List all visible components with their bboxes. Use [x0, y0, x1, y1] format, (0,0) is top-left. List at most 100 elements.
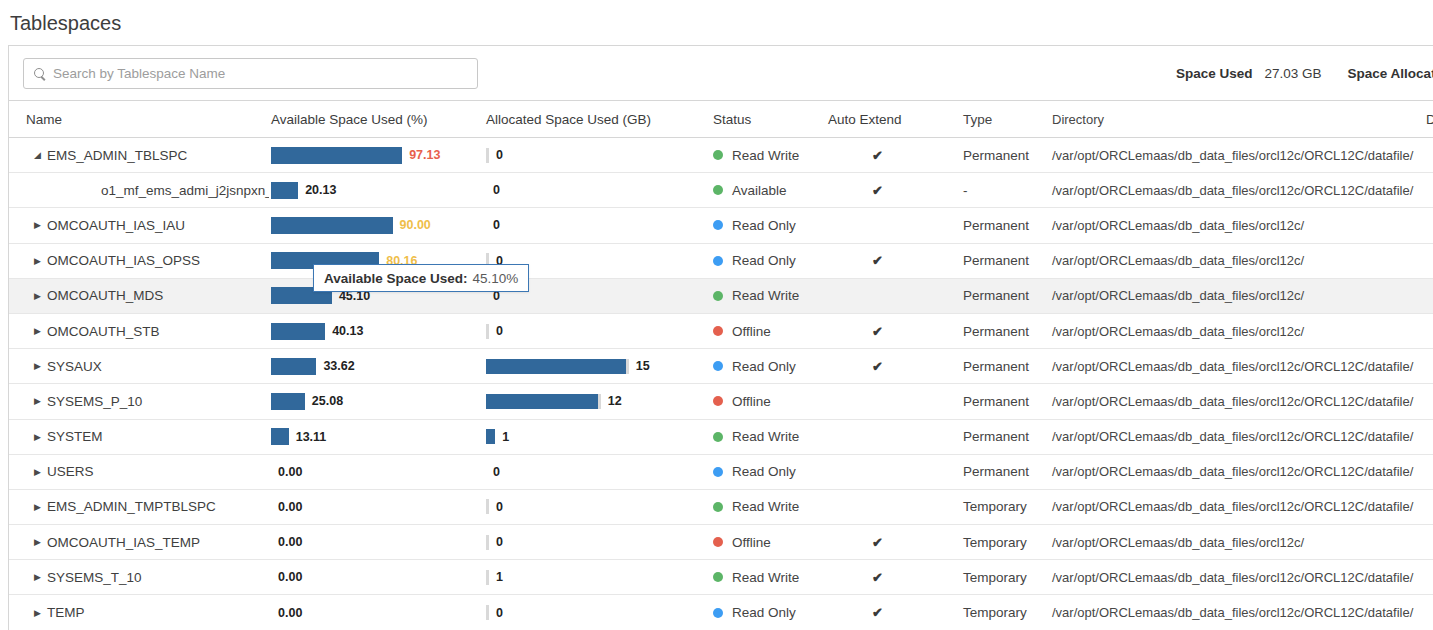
status-dot [713, 150, 723, 160]
space-stats: Space Used 27.03 GB Space Allocated [1176, 46, 1433, 101]
allocated-space-value: 0 [496, 535, 503, 549]
status-label: Offline [732, 394, 771, 409]
col-header-available[interactable]: Available Space Used (%) [269, 112, 484, 127]
status-dot [713, 432, 723, 442]
search-box[interactable] [23, 58, 478, 89]
type-label: Permanent [951, 359, 1046, 374]
status-dot [713, 220, 723, 230]
status-dot [713, 396, 723, 406]
allocated-space-tick [486, 535, 489, 550]
expand-arrow-icon[interactable]: ▶ [34, 220, 47, 230]
available-space-bar [271, 323, 325, 340]
status-label: Read Write [732, 288, 799, 303]
col-header-name[interactable]: Name [9, 112, 269, 127]
available-space-value: 25.08 [312, 394, 343, 408]
tablespace-name: SYSEMS_P_10 [47, 394, 142, 409]
allocated-space-bar [486, 394, 598, 409]
type-label: Permanent [951, 324, 1046, 339]
table-row[interactable]: ▶ OMCOAUTH_MDS 45.10 0 Read Write Perman… [9, 279, 1433, 314]
space-used-label: Space Used [1176, 66, 1253, 81]
expand-arrow-icon[interactable]: ▶ [34, 537, 47, 547]
table-row[interactable]: ◢ EMS_ADMIN_TBLSPC 97.13 0 Read Write ✔ … [9, 138, 1433, 173]
table-row[interactable]: ▶ EMS_ADMIN_TMPTBLSPC 0.00 0 Read Write … [9, 490, 1433, 525]
expand-arrow-icon[interactable]: ▶ [34, 467, 47, 477]
expand-arrow-icon[interactable]: ▶ [34, 291, 47, 301]
status-label: Read Write [732, 148, 799, 163]
col-header-autoextend[interactable]: Auto Extend [816, 112, 951, 127]
expand-arrow-icon[interactable]: ▶ [34, 608, 47, 618]
directory-path: /var/opt/ORCLemaas/db_data_files/orcl12c… [1046, 253, 1416, 268]
type-label: - [951, 183, 1046, 198]
expand-arrow-icon[interactable]: ▶ [34, 572, 47, 582]
tablespace-name: o1_mf_ems_admi_j2jsnpxn_.dbf [101, 183, 269, 198]
available-space-value: 0.00 [278, 606, 302, 620]
allocated-space-value: 0 [496, 148, 503, 162]
tablespace-name: SYSEMS_T_10 [47, 570, 142, 585]
space-used-value: 27.03 GB [1265, 66, 1322, 81]
status-dot [713, 291, 723, 301]
available-space-value: 20.13 [305, 183, 336, 197]
type-label: Temporary [951, 570, 1046, 585]
table-row[interactable]: ▶ OMCOAUTH_IAS_OPSS 80.16 0 Read Only ✔ … [9, 244, 1433, 279]
tablespace-name: EMS_ADMIN_TBLSPC [47, 148, 187, 163]
allocated-space-tick [486, 148, 489, 163]
expand-arrow-icon[interactable]: ▶ [34, 502, 47, 512]
allocated-space-value: 0 [493, 183, 500, 197]
status-label: Read Only [732, 218, 796, 233]
allocated-space-value: 12 [608, 394, 622, 408]
table-row[interactable]: ▶ TEMP 0.00 0 Read Only ✔ Temporary /var… [9, 595, 1433, 630]
available-space-tooltip: Available Space Used: 45.10% [313, 264, 529, 292]
table-row[interactable]: ▶ SYSAUX 33.62 15 Read Only ✔ Permanent … [9, 349, 1433, 384]
status-label: Available [732, 183, 787, 198]
table-row[interactable]: ▶ OMCOAUTH_IAS_TEMP 0.00 0 Offline ✔ Tem… [9, 525, 1433, 560]
col-header-status[interactable]: Status [701, 112, 816, 127]
allocated-space-bar [486, 429, 495, 444]
type-label: Permanent [951, 394, 1046, 409]
directory-path: /var/opt/ORCLemaas/db_data_files/orcl12c… [1046, 535, 1416, 550]
available-space-value: 40.13 [332, 324, 363, 338]
col-header-datafiles[interactable]: D [1416, 112, 1433, 127]
tablespace-name: OMCOAUTH_IAS_IAU [47, 218, 185, 233]
allocated-space-value: 0 [496, 500, 503, 514]
status-dot [713, 185, 723, 195]
auto-extend-check-icon: ✔ [872, 253, 883, 268]
directory-path: /var/opt/ORCLemaas/db_data_files/orcl12c… [1046, 429, 1416, 444]
auto-extend-check-icon: ✔ [872, 570, 883, 585]
search-input[interactable] [53, 66, 477, 81]
table-row[interactable]: ▶ USERS 0.00 0 Read Only Permanent /var/… [9, 455, 1433, 490]
directory-path: /var/opt/ORCLemaas/db_data_files/orcl12c… [1046, 570, 1416, 585]
allocated-space-value: 0 [493, 465, 500, 479]
allocated-space-tick [626, 359, 629, 374]
type-label: Permanent [951, 429, 1046, 444]
allocated-space-tick [486, 499, 489, 514]
table-row[interactable]: ▶ OMCOAUTH_IAS_IAU 90.00 0 Read Only Per… [9, 208, 1433, 243]
expand-arrow-icon[interactable]: ▶ [34, 396, 47, 406]
available-space-value: 90.00 [400, 218, 431, 232]
expand-arrow-icon[interactable]: ▶ [34, 361, 47, 371]
available-space-bar [271, 358, 316, 375]
allocated-space-value: 1 [496, 570, 503, 584]
table-row[interactable]: ▶ SYSTEM 13.11 1 Read Write Permanent /v… [9, 420, 1433, 455]
status-label: Read Write [732, 499, 799, 514]
col-header-allocated[interactable]: Allocated Space Used (GB) [484, 112, 701, 127]
available-space-value: 13.11 [296, 430, 327, 444]
table-row[interactable]: ▶ SYSEMS_P_10 25.08 12 Offline Permanent… [9, 384, 1433, 419]
expand-arrow-icon[interactable]: ◢ [34, 150, 47, 160]
expand-arrow-icon[interactable]: ▶ [34, 326, 47, 336]
expand-arrow-icon[interactable]: ▶ [34, 432, 47, 442]
tablespace-name: TEMP [47, 605, 85, 620]
col-header-directory[interactable]: Directory [1046, 112, 1416, 127]
type-label: Permanent [951, 253, 1046, 268]
table-header: Name Available Space Used (%) Allocated … [9, 101, 1433, 138]
available-space-bar [271, 393, 305, 410]
directory-path: /var/opt/ORCLemaas/db_data_files/orcl12c… [1046, 183, 1416, 198]
col-header-type[interactable]: Type [951, 112, 1046, 127]
available-space-value: 0.00 [278, 500, 302, 514]
tablespace-name: OMCOAUTH_IAS_OPSS [47, 253, 200, 268]
table-row[interactable]: ▶ OMCOAUTH_STB 40.13 0 Offline ✔ Permane… [9, 314, 1433, 349]
expand-arrow-icon[interactable]: ▶ [34, 256, 47, 266]
status-dot [713, 502, 723, 512]
table-body: ◢ EMS_ADMIN_TBLSPC 97.13 0 Read Write ✔ … [9, 138, 1433, 630]
table-row[interactable]: o1_mf_ems_admi_j2jsnpxn_.dbf 20.13 0 Ava… [9, 173, 1433, 208]
table-row[interactable]: ▶ SYSEMS_T_10 0.00 1 Read Write ✔ Tempor… [9, 560, 1433, 595]
